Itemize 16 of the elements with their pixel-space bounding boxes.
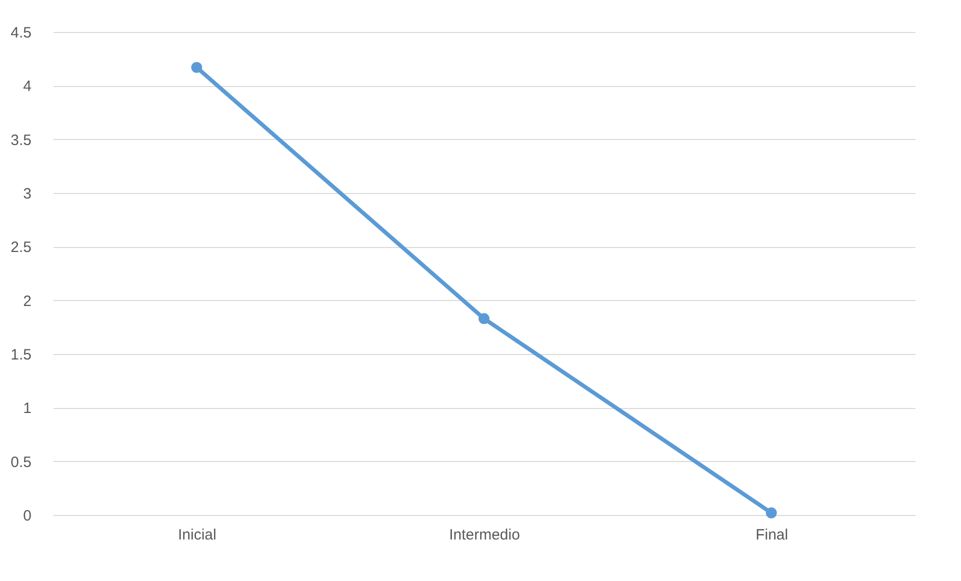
point <box>766 507 777 518</box>
y-tick-label: 0 <box>23 508 32 524</box>
y-tick-label: 2 <box>23 292 32 310</box>
y-tick-label: 4 <box>23 78 32 96</box>
x-tick-label: Final <box>756 526 788 544</box>
y-tick-label: 1 <box>23 400 32 418</box>
y-tick-label: 0.5 <box>10 454 32 471</box>
y-tick-label: 3 <box>23 186 32 202</box>
y-tick-label: 3.5 <box>10 132 32 149</box>
y-tick-label: 2.5 <box>10 239 32 256</box>
y-tick-label: 1.5 <box>10 346 32 364</box>
point <box>191 62 202 73</box>
y-tick-label: 4.5 <box>10 24 32 42</box>
point <box>478 313 490 324</box>
x-tick-label: Intermedio <box>449 526 520 544</box>
x-tick-label: Inicial <box>178 526 216 544</box>
